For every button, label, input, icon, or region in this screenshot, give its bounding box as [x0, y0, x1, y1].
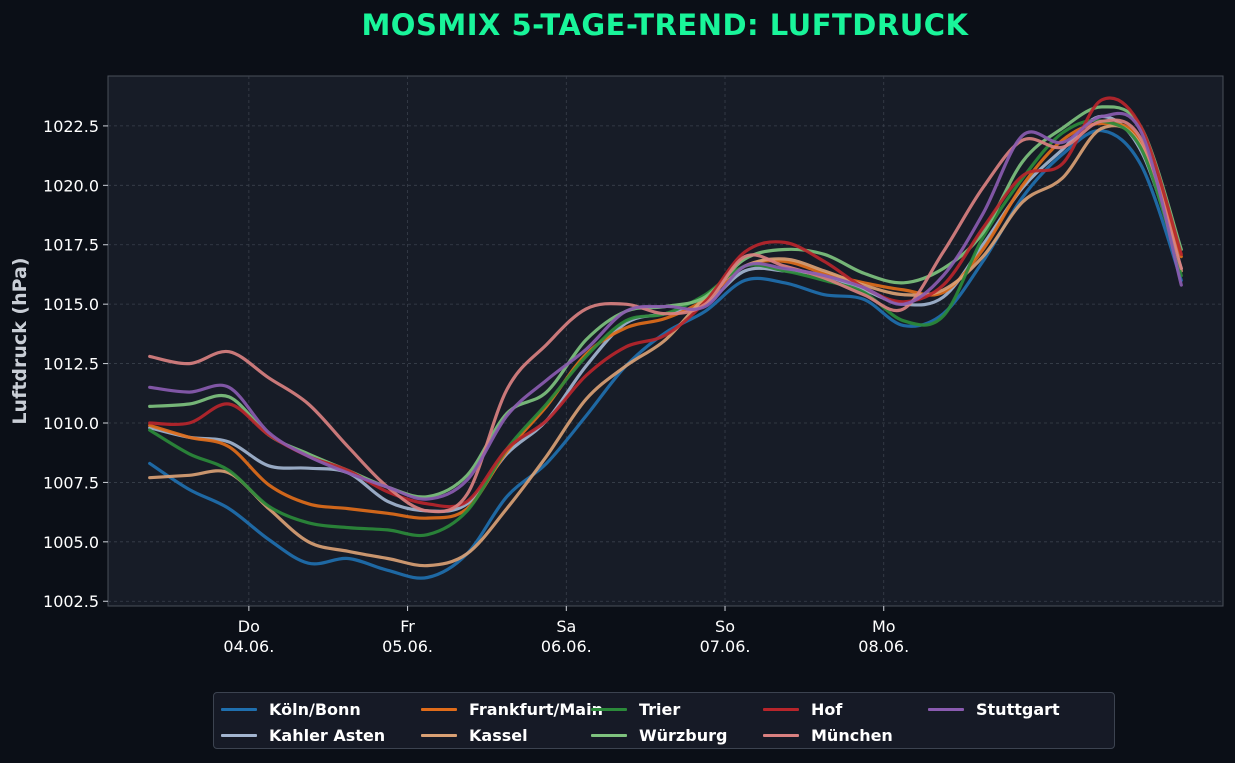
legend-swatch — [763, 707, 799, 711]
x-tick-label-day: So — [715, 617, 735, 636]
y-tick-label: 1012.5 — [43, 355, 99, 374]
legend-label: Frankfurt/Main — [469, 699, 603, 719]
series-line-4 — [148, 124, 1183, 568]
legend-item: Kassel — [421, 722, 591, 748]
series-line-3 — [148, 121, 1183, 520]
x-tick-label-day: Mo — [872, 617, 896, 636]
x-tick-label-date: 05.06. — [382, 637, 433, 656]
legend-item: Stuttgart — [928, 696, 1078, 722]
series-lines — [148, 96, 1183, 580]
legend-swatch — [221, 733, 257, 737]
legend-label: Kahler Asten — [269, 725, 386, 745]
y-tick-label: 1002.5 — [43, 592, 99, 611]
y-tick-label: 1015.0 — [43, 295, 99, 314]
series-line-9 — [148, 111, 1183, 501]
legend-label: Stuttgart — [976, 699, 1060, 719]
legend-item: Würzburg — [591, 722, 763, 748]
legend-item: Frankfurt/Main — [421, 696, 603, 722]
legend-label: Kassel — [469, 725, 528, 745]
x-tick-label-day: Fr — [400, 617, 415, 636]
legend-label: Hof — [811, 699, 843, 719]
legend-item: Kahler Asten — [221, 722, 421, 748]
legend-swatch — [591, 733, 627, 737]
legend-swatch — [421, 707, 457, 711]
series-line-1 — [148, 129, 1183, 580]
x-tick-label-date: 06.06. — [541, 637, 592, 656]
legend-swatch — [421, 733, 457, 737]
y-tick-label: 1007.5 — [43, 473, 99, 492]
y-tick-label: 1022.5 — [43, 117, 99, 136]
legend-item: München — [763, 722, 928, 748]
legend-item: Trier — [591, 696, 763, 722]
legend-swatch — [221, 707, 257, 711]
series-line-8 — [148, 118, 1183, 514]
x-tick-label-date: 07.06. — [700, 637, 751, 656]
legend-item: Köln/Bonn — [221, 696, 421, 722]
y-axis-label: Luftdruck (hPa) — [9, 257, 31, 424]
x-tick-label-date: 08.06. — [858, 637, 909, 656]
x-tick-label-date: 04.06. — [223, 637, 274, 656]
legend-label: München — [811, 725, 893, 745]
x-tick-label-day: Do — [238, 617, 260, 636]
legend-label: Trier — [639, 699, 681, 719]
y-tick-label: 1017.5 — [43, 236, 99, 255]
legend-item: Hof — [763, 696, 928, 722]
grid — [108, 76, 1223, 606]
legend-label: Würzburg — [639, 725, 728, 745]
legend: Köln/Bonn Kahler Asten Frankfurt/Main Kasse… — [213, 692, 1115, 749]
series-line-5 — [148, 118, 1183, 538]
chart-title: MOSMIX 5-TAGE-TREND: LUFTDRUCK — [361, 8, 969, 42]
x-tick-label-day: Sa — [556, 617, 576, 636]
y-axis: 1002.5 1005.0 1007.5 1010.0 1012.5 1015.0 1017… — [43, 117, 108, 611]
y-tick-label: 1020.0 — [43, 176, 99, 195]
y-tick-label: 1010.0 — [43, 414, 99, 433]
legend-swatch — [763, 733, 799, 737]
legend-swatch — [591, 707, 627, 711]
legend-swatch — [928, 707, 964, 711]
y-tick-label: 1005.0 — [43, 533, 99, 552]
legend-label: Köln/Bonn — [269, 699, 361, 719]
